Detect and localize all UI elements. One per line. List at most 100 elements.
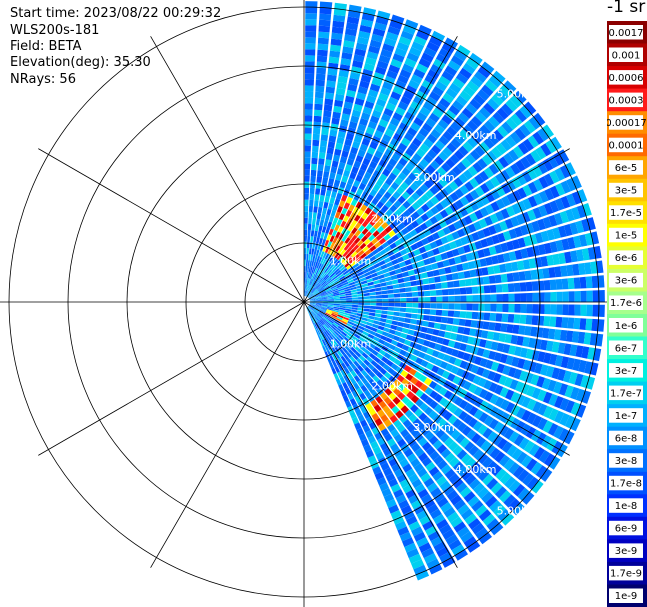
range-bin — [324, 214, 330, 222]
range-bin — [309, 303, 316, 307]
range-bin — [470, 75, 483, 88]
range-bin — [366, 262, 373, 268]
colorbar-label-bg — [609, 272, 643, 288]
range-bin — [313, 261, 317, 268]
range-bin — [387, 333, 395, 339]
range-bin — [423, 290, 431, 297]
range-bin — [423, 284, 430, 291]
range-bin — [468, 445, 480, 457]
range-bin — [393, 388, 402, 396]
range-bin — [347, 392, 354, 401]
range-bin — [479, 339, 487, 348]
range-bin — [315, 329, 319, 336]
range-bin — [324, 344, 329, 352]
range-bin — [333, 105, 342, 113]
range-bin — [371, 155, 381, 164]
range-bin — [395, 410, 404, 419]
range-bin — [327, 279, 333, 284]
range-bin — [553, 381, 563, 394]
range-bin — [333, 293, 340, 297]
range-bin — [362, 68, 374, 78]
range-bin — [368, 202, 376, 210]
range-bin — [376, 225, 385, 234]
range-bin — [435, 53, 449, 65]
range-bin — [451, 272, 459, 280]
range-bin — [415, 398, 424, 408]
range-bin — [367, 146, 376, 155]
range-bin — [416, 207, 425, 216]
range-bin — [316, 314, 321, 320]
range-bin — [357, 372, 365, 380]
range-bin — [321, 238, 327, 246]
range-bin — [376, 302, 383, 306]
range-bin — [307, 223, 312, 231]
range-bin — [315, 305, 322, 309]
range-bin — [379, 367, 387, 375]
range-bin — [434, 358, 443, 367]
range-bin — [318, 158, 325, 165]
range-bin — [429, 241, 438, 249]
range-bin — [373, 404, 382, 413]
range-bin — [373, 222, 381, 230]
range-bin — [431, 424, 441, 435]
range-bin — [342, 347, 348, 354]
range-bin — [308, 248, 312, 255]
range-bin — [393, 217, 402, 226]
range-bin — [469, 201, 480, 212]
range-bin — [398, 282, 406, 288]
range-bin — [470, 277, 478, 286]
range-bin — [392, 112, 403, 122]
range-bin — [494, 352, 502, 362]
range-bin — [503, 428, 515, 440]
colorbar-label: 3e-5 — [615, 186, 638, 197]
range-bin — [335, 269, 342, 276]
range-bin — [393, 263, 401, 270]
range-bin — [410, 256, 418, 264]
range-bin — [454, 358, 463, 367]
range-bin — [338, 312, 345, 317]
range-bin — [425, 117, 437, 128]
range-bin — [308, 306, 313, 311]
range-bin — [332, 290, 339, 294]
range-bin — [478, 412, 489, 423]
range-bin — [310, 279, 314, 286]
range-bin — [452, 165, 462, 176]
range-bin — [448, 356, 457, 365]
range-bin — [453, 220, 462, 230]
range-bin — [367, 333, 375, 339]
range-bin — [501, 121, 514, 134]
range-bin — [486, 460, 498, 473]
range-bin — [521, 211, 531, 223]
range-bin — [440, 316, 448, 324]
range-bin — [477, 487, 489, 499]
range-bin — [364, 100, 375, 110]
range-bin — [473, 93, 486, 106]
range-bin — [563, 370, 572, 383]
range-bin — [563, 430, 575, 445]
range-bin — [337, 76, 348, 84]
range-bin — [305, 290, 308, 297]
range-bin — [522, 259, 531, 270]
range-bin — [399, 349, 407, 357]
range-bin — [391, 14, 405, 24]
range-bin — [483, 285, 491, 294]
range-bin — [459, 279, 466, 287]
range-bin — [498, 156, 509, 168]
range-bin — [397, 101, 409, 111]
range-bin — [479, 170, 489, 182]
range-bin — [477, 89, 490, 101]
range-bin — [520, 156, 531, 169]
range-bin — [463, 244, 471, 253]
range-bin — [362, 255, 369, 262]
range-bin — [386, 499, 397, 509]
range-bin — [413, 531, 426, 542]
range-bin — [418, 246, 427, 254]
range-bin — [454, 116, 466, 128]
range-bin — [396, 273, 404, 279]
range-bin — [363, 305, 371, 309]
range-bin — [404, 281, 412, 287]
range-bin — [359, 322, 367, 328]
colorbar-label-bg — [609, 25, 643, 40]
range-bin — [404, 57, 417, 68]
range-bin — [466, 541, 481, 553]
